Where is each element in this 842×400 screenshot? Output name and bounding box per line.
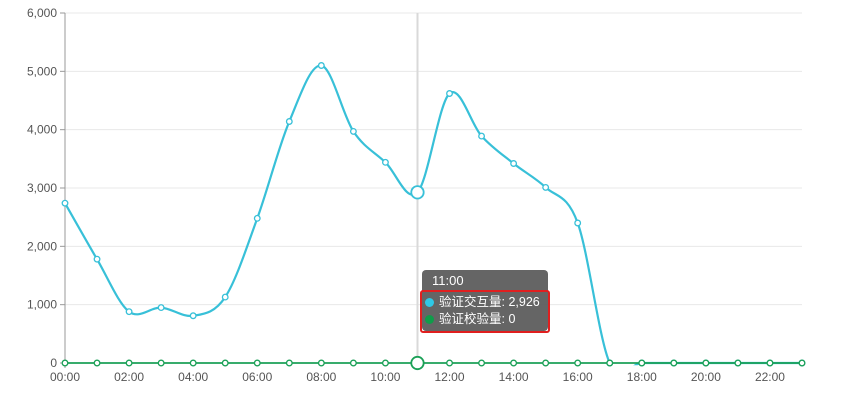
data-point-marker[interactable]	[189, 312, 197, 320]
data-point-marker[interactable]	[285, 359, 293, 367]
x-axis-label: 10:00	[370, 370, 400, 384]
data-point-marker[interactable]	[61, 359, 69, 367]
data-point-marker[interactable]	[125, 359, 133, 367]
y-axis-label: 1,000	[27, 298, 57, 312]
series-dot-icon	[425, 298, 434, 307]
data-point-marker[interactable]	[125, 308, 133, 316]
x-axis-label: 20:00	[691, 370, 721, 384]
data-point-marker[interactable]	[542, 359, 550, 367]
highlighted-point-0[interactable]	[410, 185, 425, 200]
data-point-marker[interactable]	[478, 132, 486, 140]
data-point-marker[interactable]	[542, 183, 550, 191]
data-point-marker[interactable]	[702, 359, 710, 367]
data-point-marker[interactable]	[61, 199, 69, 207]
tooltip: 11:00 验证交互量: 2,926 验证校验量: 0	[420, 270, 550, 333]
y-axis-label: 4,000	[27, 123, 57, 137]
data-point-marker[interactable]	[574, 219, 582, 227]
x-axis-label: 02:00	[114, 370, 144, 384]
data-point-marker[interactable]	[381, 359, 389, 367]
tooltip-row-text: 验证交互量: 2,926	[439, 295, 540, 309]
y-axis-label: 2,000	[27, 239, 57, 253]
x-axis-label: 00:00	[50, 370, 80, 384]
highlighted-point-1[interactable]	[410, 355, 425, 371]
series-dot-icon	[425, 315, 434, 324]
data-point-marker[interactable]	[189, 359, 197, 367]
x-axis-label: 08:00	[306, 370, 336, 384]
y-axis-label: 0	[50, 356, 57, 370]
x-axis-label: 14:00	[499, 370, 529, 384]
data-point-marker[interactable]	[734, 359, 742, 367]
data-point-marker[interactable]	[317, 62, 325, 69]
x-axis-label: 16:00	[563, 370, 593, 384]
data-point-marker[interactable]	[157, 359, 165, 367]
data-point-marker[interactable]	[349, 359, 357, 367]
data-point-marker[interactable]	[574, 359, 582, 367]
y-axis-label: 6,000	[27, 6, 57, 20]
data-point-marker[interactable]	[349, 127, 357, 135]
x-axis-label: 12:00	[435, 370, 465, 384]
tooltip-row: 验证交互量: 2,926	[425, 294, 540, 311]
data-point-marker[interactable]	[446, 90, 453, 97]
x-axis-label: 04:00	[178, 370, 208, 384]
data-point-marker[interactable]	[93, 255, 101, 263]
data-point-marker[interactable]	[670, 359, 678, 367]
data-point-marker[interactable]	[221, 359, 229, 367]
data-point-marker[interactable]	[93, 359, 101, 367]
data-point-marker[interactable]	[606, 359, 614, 367]
data-point-marker[interactable]	[381, 158, 389, 166]
data-point-marker[interactable]	[221, 293, 229, 301]
data-point-marker[interactable]	[253, 359, 261, 367]
data-point-marker[interactable]	[253, 214, 261, 222]
tooltip-title: 11:00	[432, 273, 464, 288]
data-point-marker[interactable]	[446, 359, 453, 367]
data-point-marker[interactable]	[510, 359, 518, 367]
x-axis-label: 18:00	[627, 370, 657, 384]
data-point-marker[interactable]	[798, 359, 806, 367]
x-axis-label: 06:00	[242, 370, 272, 384]
x-axis-label: 22:00	[755, 370, 785, 384]
tooltip-highlight-box: 验证交互量: 2,926 验证校验量: 0	[420, 290, 550, 333]
tooltip-row-text: 验证校验量: 0	[439, 312, 516, 326]
tooltip-row: 验证校验量: 0	[425, 311, 540, 328]
data-point-marker[interactable]	[638, 359, 646, 367]
data-point-marker[interactable]	[285, 118, 293, 125]
data-point-marker[interactable]	[478, 359, 486, 367]
data-point-marker[interactable]	[510, 160, 518, 167]
y-axis-label: 5,000	[27, 64, 57, 78]
y-axis-label: 3,000	[27, 181, 57, 195]
data-point-marker[interactable]	[157, 304, 165, 312]
data-point-marker[interactable]	[317, 359, 325, 367]
data-point-marker[interactable]	[766, 359, 774, 367]
